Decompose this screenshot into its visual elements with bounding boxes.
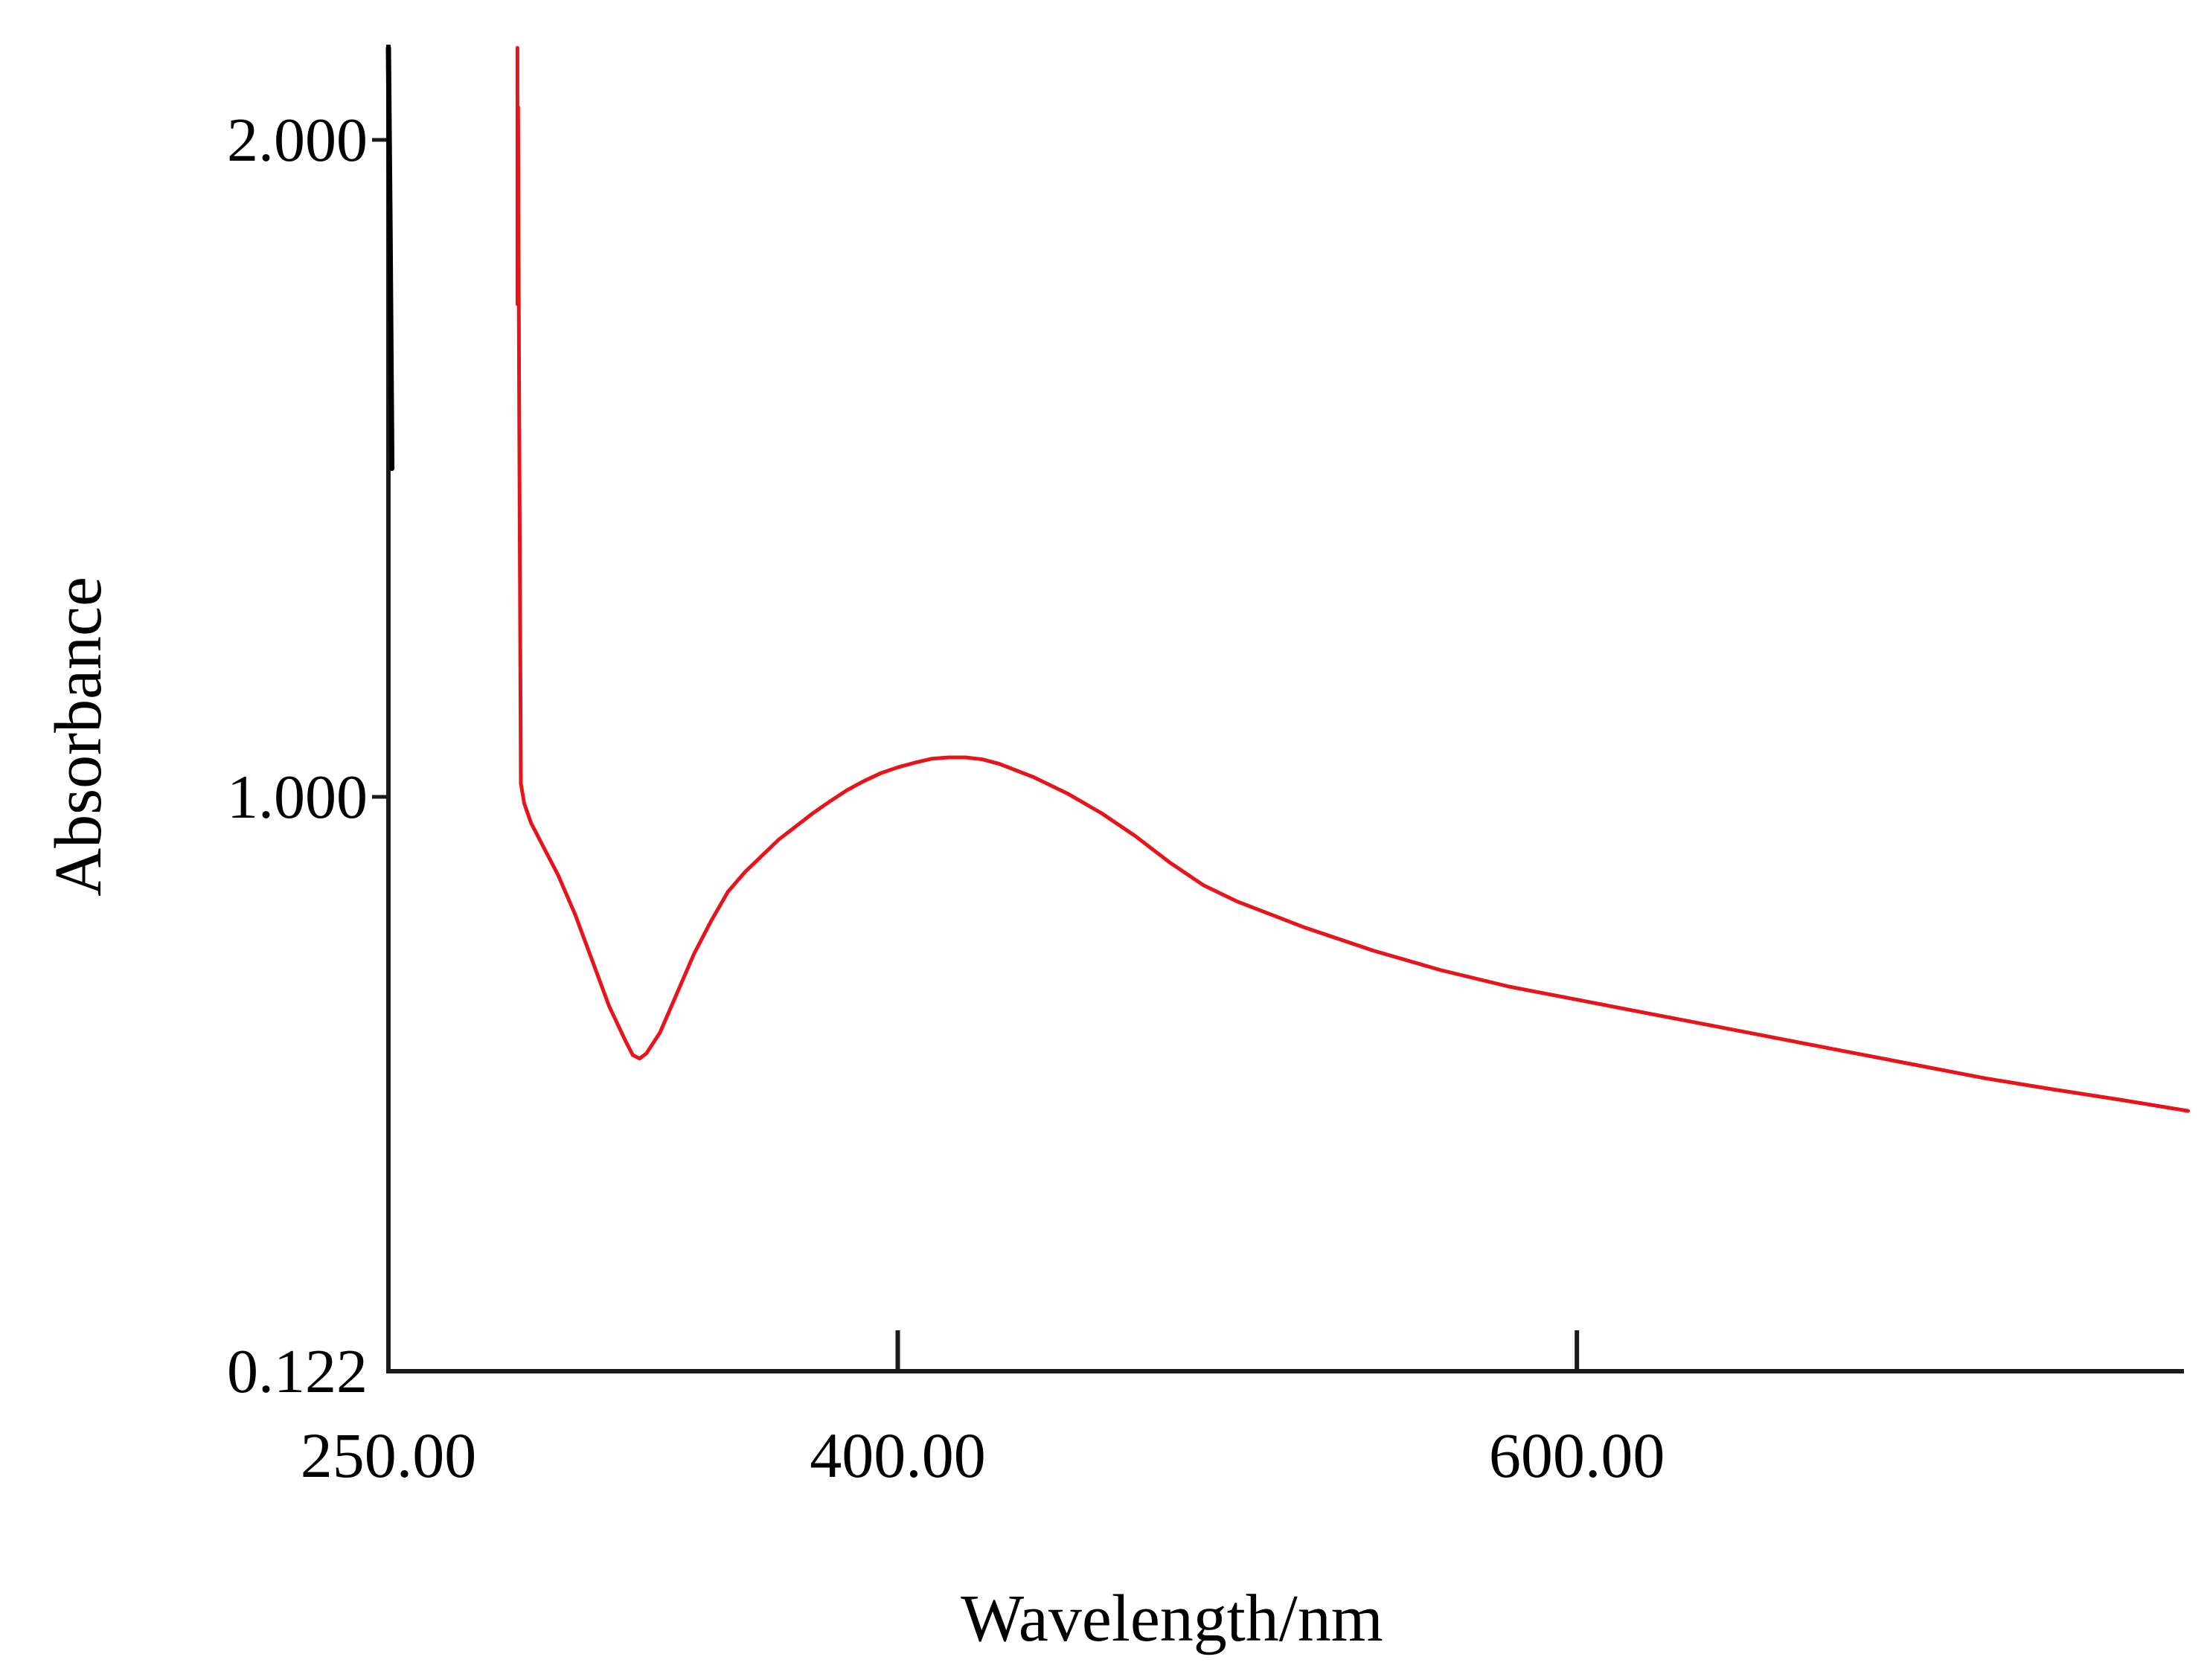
series-layer: [385, 45, 2190, 1113]
x-tick-label: 400.00: [810, 1420, 986, 1491]
spectrum-line-black: [385, 45, 395, 471]
x-axis-title: Wavelength/nm: [961, 1582, 1383, 1655]
x-tick-label: 600.00: [1489, 1420, 1665, 1491]
y-tick-label: 1.000: [227, 763, 368, 832]
y-tick-label: 2.000: [227, 106, 368, 175]
y-tick-label: 0.122: [227, 1337, 368, 1406]
y-axis-title: Absorbance: [42, 577, 115, 897]
x-axis-ticks: 250.00 400.00 600.00: [301, 1330, 1665, 1491]
x-tick-label: 250.00: [301, 1420, 477, 1491]
plot-area: 0.122 1.000 2.000 250.00 400.00 600.00: [227, 45, 2190, 1491]
spectrum-line-red: [515, 45, 2190, 1113]
y-axis-ticks: 0.122 1.000 2.000: [227, 106, 388, 1406]
